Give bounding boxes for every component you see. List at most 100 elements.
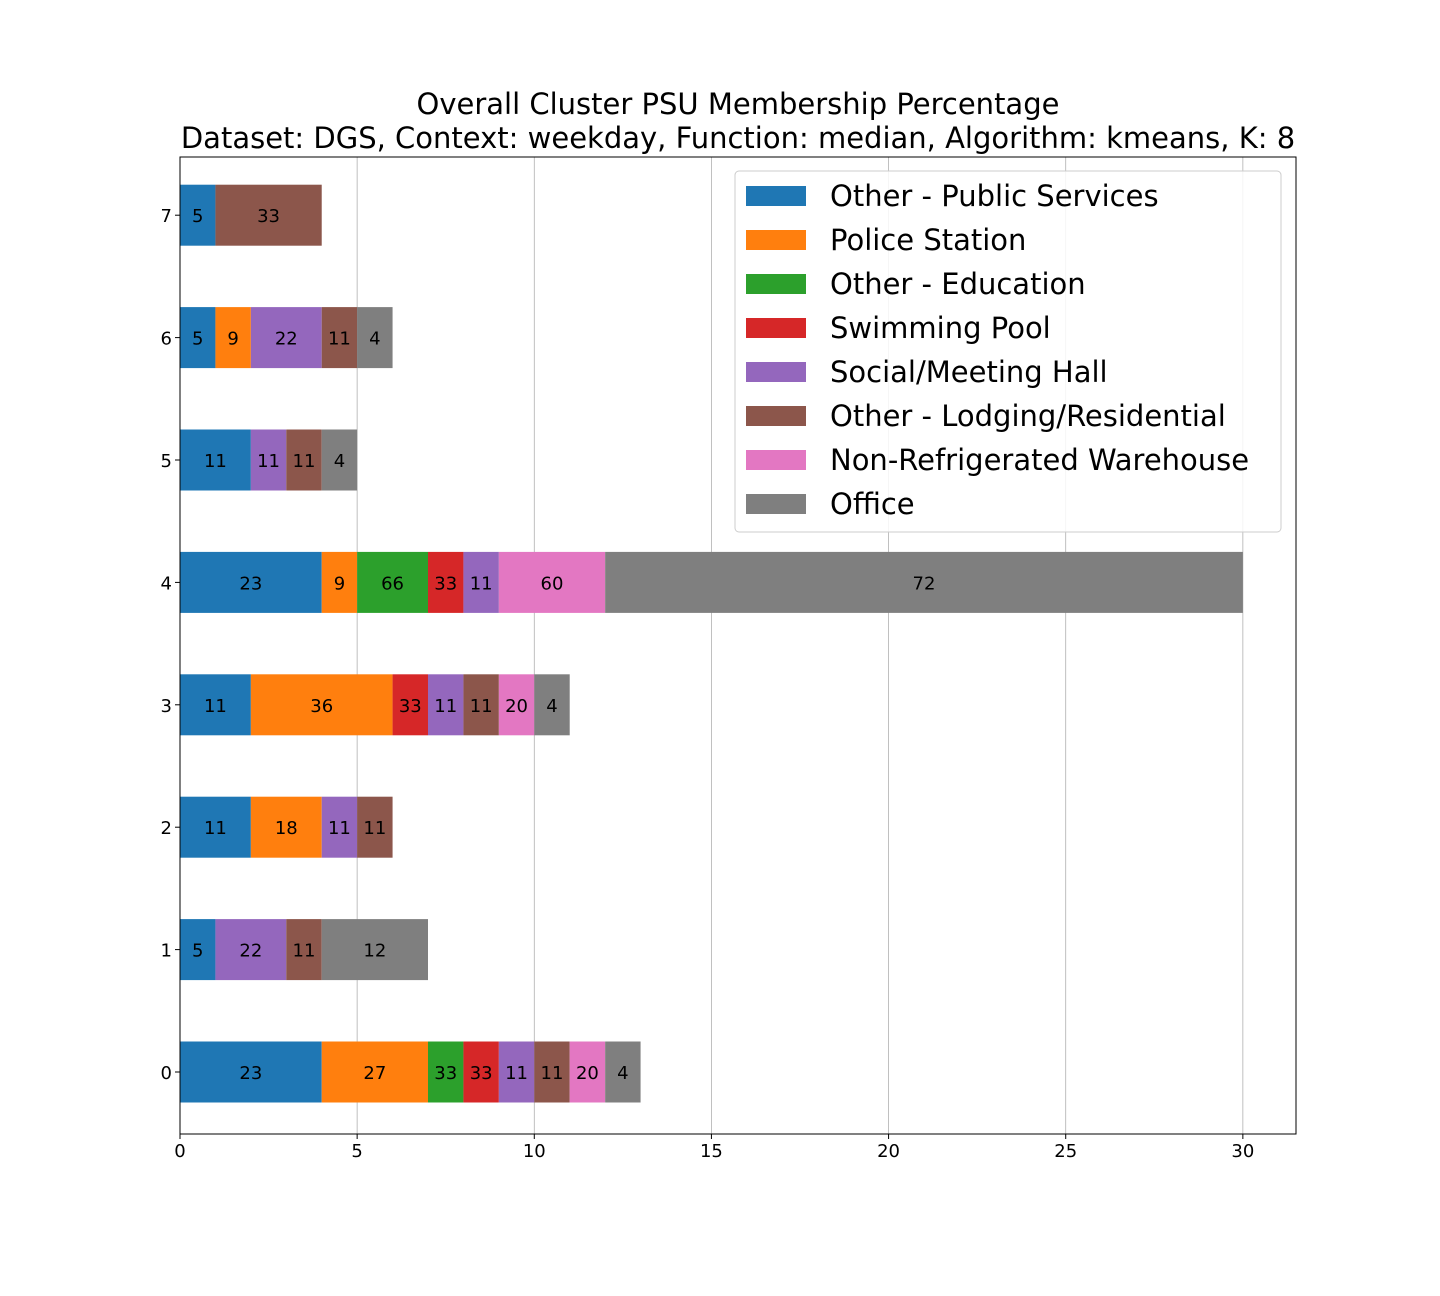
- bar-segment: [605, 551, 1243, 613]
- bar-segment: [180, 674, 251, 736]
- bar-segment: [428, 551, 464, 613]
- x-tick-label: 5: [351, 1141, 362, 1162]
- bar-segment: [605, 1041, 641, 1103]
- bar-segment: [357, 796, 393, 858]
- bar-segment: [498, 674, 535, 736]
- x-tick-label: 20: [877, 1141, 900, 1162]
- x-tick-label: 25: [1054, 1141, 1077, 1162]
- bar-data-label: 4: [617, 1063, 628, 1084]
- legend-label: Other - Lodging/Residential: [830, 399, 1226, 433]
- bar-data-label: 66: [381, 573, 404, 594]
- bar-segment: [463, 551, 499, 613]
- legend-swatch: [746, 362, 806, 382]
- bar-data-label: 22: [239, 941, 262, 962]
- legend-label: Police Station: [830, 223, 1026, 257]
- bar-segment: [180, 429, 251, 491]
- bar-segment: [321, 919, 428, 981]
- bar-segment: [463, 1041, 499, 1103]
- bar-segment: [534, 1041, 570, 1103]
- bar-data-label: 36: [310, 696, 333, 717]
- chart-subtitle: Dataset: DGS, Context: weekday, Function…: [180, 121, 1296, 155]
- bar-segment: [321, 796, 358, 858]
- bar-data-label: 22: [275, 329, 298, 350]
- bar-data-label: 11: [204, 696, 227, 717]
- bar-data-label: 11: [470, 696, 493, 717]
- legend-swatch: [746, 318, 806, 338]
- bar-data-label: 5: [192, 329, 203, 350]
- bar-segment: [180, 551, 322, 613]
- bar-segment: [286, 919, 322, 981]
- bar-segment: [321, 1041, 428, 1103]
- bar-data-label: 11: [257, 451, 280, 472]
- bar-data-label: 33: [399, 696, 422, 717]
- bar-segment: [428, 674, 464, 736]
- bar-segment: [357, 307, 393, 369]
- bar-segment: [321, 429, 358, 491]
- bar-data-label: 27: [363, 1063, 386, 1084]
- bar-segment: [180, 796, 251, 858]
- x-tick-label: 0: [174, 1141, 185, 1162]
- bar-data-label: 4: [546, 696, 557, 717]
- bar-segment: [180, 919, 216, 981]
- bar-segment: [250, 674, 393, 736]
- y-tick-label: 1: [161, 941, 172, 962]
- bar-segment: [215, 919, 287, 981]
- bar-data-label: 9: [334, 573, 345, 594]
- bar-segment: [250, 307, 322, 369]
- y-tick-label: 7: [161, 206, 172, 227]
- bar-labels: 23 27 33 33 11 11 20 4 5 22 11 12 11 18 11 11 11 36 33 11 11…: [192, 206, 935, 1084]
- bar-data-label: 60: [541, 573, 564, 594]
- bar-data-label: 4: [369, 329, 380, 350]
- bar-data-label: 72: [913, 573, 936, 594]
- bar-segment: [498, 551, 606, 613]
- bar-segment: [463, 674, 499, 736]
- legend-label: Social/Meeting Hall: [830, 355, 1108, 389]
- bar-data-label: 11: [470, 573, 493, 594]
- bar-data-label: 11: [541, 1063, 564, 1084]
- bar-segment: [428, 1041, 464, 1103]
- bar-segment: [569, 1041, 606, 1103]
- chart-title: Overall Cluster PSU Membership Percentag…: [416, 87, 1060, 121]
- bar-segment: [498, 1041, 535, 1103]
- legend-swatch: [746, 230, 806, 250]
- bar-segment: [180, 307, 216, 369]
- bar-data-label: 23: [239, 1063, 262, 1084]
- legend-label: Other - Public Services: [830, 179, 1159, 213]
- bar-data-label: 11: [505, 1063, 528, 1084]
- bar-data-label: 11: [293, 941, 316, 962]
- x-tick-label: 30: [1231, 1141, 1254, 1162]
- legend-swatch: [746, 406, 806, 426]
- legend-label: Swimming Pool: [830, 311, 1051, 345]
- bar-segment: [215, 307, 251, 369]
- bar-segment: [286, 429, 322, 491]
- bar-data-label: 11: [204, 818, 227, 839]
- bar-data-label: 33: [434, 573, 457, 594]
- bar-data-label: 20: [505, 696, 528, 717]
- bar-data-label: 11: [328, 329, 351, 350]
- legend-swatch: [746, 186, 806, 206]
- bar-data-label: 33: [257, 206, 280, 227]
- y-tick-label: 6: [161, 329, 172, 350]
- legend-label: Non-Refrigerated Warehouse: [830, 443, 1249, 477]
- bar-segment: [321, 551, 358, 613]
- bar-segment: [250, 796, 322, 858]
- legend-swatch: [746, 274, 806, 294]
- legend-label: Other - Education: [830, 267, 1086, 301]
- legend-swatch: [746, 450, 806, 470]
- bar-segment: [534, 674, 570, 736]
- axes-frame: [179, 156, 1297, 1135]
- bar-data-label: 11: [434, 696, 457, 717]
- y-tick-label: 4: [161, 573, 172, 594]
- bar-segment: [215, 184, 322, 246]
- bar-data-label: 11: [293, 451, 316, 472]
- bar-data-label: 23: [239, 573, 262, 594]
- bar-segment: [321, 307, 358, 369]
- bar-data-label: 9: [227, 329, 238, 350]
- bar-data-label: 11: [363, 818, 386, 839]
- bars: [180, 184, 1243, 1103]
- legend: Other - Public Services Police Station Oth…: [734, 170, 1282, 533]
- bar-data-label: 11: [328, 818, 351, 839]
- bar-data-label: 18: [275, 818, 298, 839]
- y-tick-label: 2: [161, 818, 172, 839]
